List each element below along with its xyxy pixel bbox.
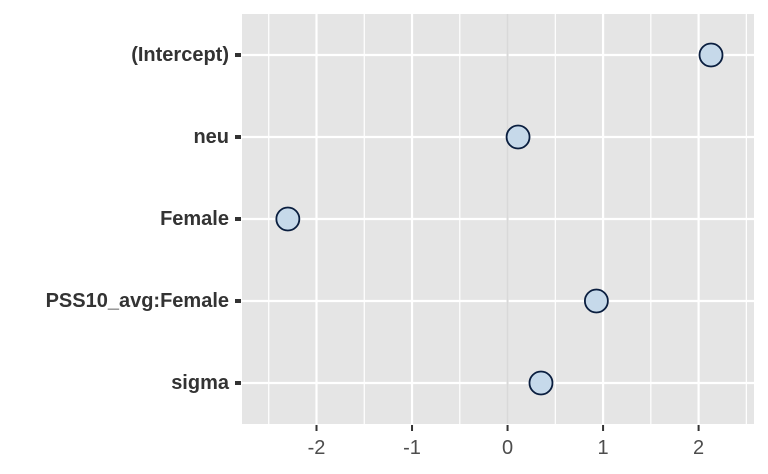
- y-axis: (Intercept) neu Female PSS10_avg:Femalesigm…: [46, 44, 241, 394]
- y-tick-label: PSS10_avg:Female: [46, 290, 229, 312]
- x-axis: -2 -1 0 1 2: [308, 425, 704, 459]
- plot-panel: [242, 14, 754, 424]
- x-tick-label: -2: [308, 437, 326, 459]
- x-tick-label: 1: [598, 437, 609, 459]
- coefficient-point: [505, 124, 531, 150]
- x-tick-label: 2: [693, 437, 704, 459]
- coefficient-point: [275, 206, 301, 232]
- coefficient-points: [275, 42, 724, 396]
- coefficient-point: [698, 42, 724, 68]
- coefficient-point: [528, 370, 554, 396]
- y-tick-label: sigma: [171, 372, 230, 394]
- coefficient-point: [583, 288, 609, 314]
- y-tick-label: (Intercept): [131, 44, 229, 66]
- y-tick-label: neu: [193, 126, 229, 148]
- y-tick-label: Female: [160, 208, 229, 230]
- x-tick-label: -1: [403, 437, 421, 459]
- x-tick-label: 0: [502, 437, 513, 459]
